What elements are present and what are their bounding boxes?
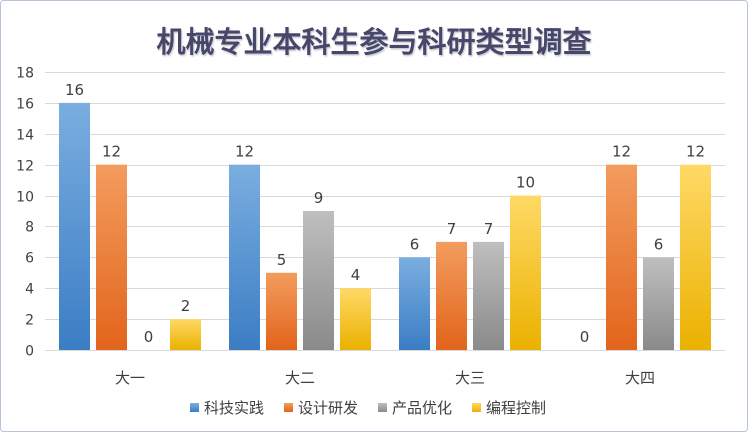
legend: 科技实践 设计研发 产品优化 编程控制 [190,399,546,417]
data-labels: 16 12 0 2 12 5 9 4 6 7 7 10 0 12 6 12 [65,81,705,346]
legend-item-tech-practice: 科技实践 [190,399,264,417]
bar-design-rd-year-3 [436,241,467,350]
bar-tech-practice-year-2 [229,164,260,350]
bar-programming-control-year-1 [170,319,201,350]
legend-label-programming-control: 编程控制 [486,399,546,417]
data-label-programming-control-year-1: 2 [181,297,191,315]
x-tick-label-year-4: 大四 [625,369,655,387]
data-label-product-optimization-year-3: 7 [484,220,494,238]
data-label-programming-control-year-4: 12 [686,143,705,161]
bar-tech-practice-year-1 [59,102,90,350]
data-label-tech-practice-year-1: 16 [65,81,84,99]
legend-swatch-design-rd [284,403,293,412]
data-label-design-rd-year-1: 12 [102,143,121,161]
legend-label-design-rd: 设计研发 [298,399,358,417]
data-label-design-rd-year-4: 12 [612,143,631,161]
bar-programming-control-year-3 [510,195,541,350]
legend-item-design-rd: 设计研发 [284,399,358,417]
data-label-product-optimization-year-2: 9 [314,189,324,207]
data-label-product-optimization-year-1: 0 [144,328,154,346]
bar-product-optimization-year-3 [473,241,504,350]
bar-product-optimization-year-2 [303,211,334,350]
y-tick-label-18: 18 [16,66,34,82]
x-tick-label-year-3: 大三 [455,369,485,387]
x-axis: 大一 大二 大三 大四 [115,369,655,387]
data-label-tech-practice-year-2: 12 [235,143,254,161]
y-tick-label-10: 10 [16,190,34,206]
y-tick-label-4: 4 [25,282,34,298]
bar-tech-practice-year-3 [399,257,430,350]
legend-item-programming-control: 编程控制 [472,399,546,417]
legend-swatch-tech-practice [190,403,199,412]
bar-design-rd-year-4 [606,164,637,350]
data-label-product-optimization-year-4: 6 [654,235,664,253]
data-label-tech-practice-year-3: 6 [410,235,420,253]
y-tick-label-14: 14 [16,128,34,144]
y-tick-label-0: 0 [25,344,34,360]
bar-design-rd-year-1 [96,164,127,350]
y-tick-label-12: 12 [16,159,34,175]
bar-programming-control-year-2 [340,288,371,350]
data-label-tech-practice-year-4: 0 [580,328,590,346]
y-tick-label-16: 16 [16,97,34,113]
legend-label-product-optimization: 产品优化 [392,399,452,417]
legend-swatch-programming-control [472,403,481,412]
y-tick-label-6: 6 [25,251,34,267]
y-axis: 0 2 4 6 8 10 12 14 16 18 [16,66,34,360]
y-tick-label-2: 2 [25,313,34,329]
legend-label-tech-practice: 科技实践 [204,399,264,417]
data-label-programming-control-year-3: 10 [516,174,535,192]
legend-swatch-product-optimization [378,403,387,412]
chart-title: 机械专业本科生参与科研类型调查 [156,25,591,59]
y-tick-label-8: 8 [25,220,34,236]
bar-product-optimization-year-4 [643,257,674,350]
legend-item-product-optimization: 产品优化 [378,399,452,417]
data-label-programming-control-year-2: 4 [351,266,361,284]
bar-programming-control-year-4 [680,164,711,350]
bars [59,102,711,350]
x-tick-label-year-2: 大二 [285,369,315,387]
x-tick-label-year-1: 大一 [115,369,145,387]
data-label-design-rd-year-3: 7 [447,220,457,238]
data-label-design-rd-year-2: 5 [277,251,287,269]
bar-design-rd-year-2 [266,272,297,350]
